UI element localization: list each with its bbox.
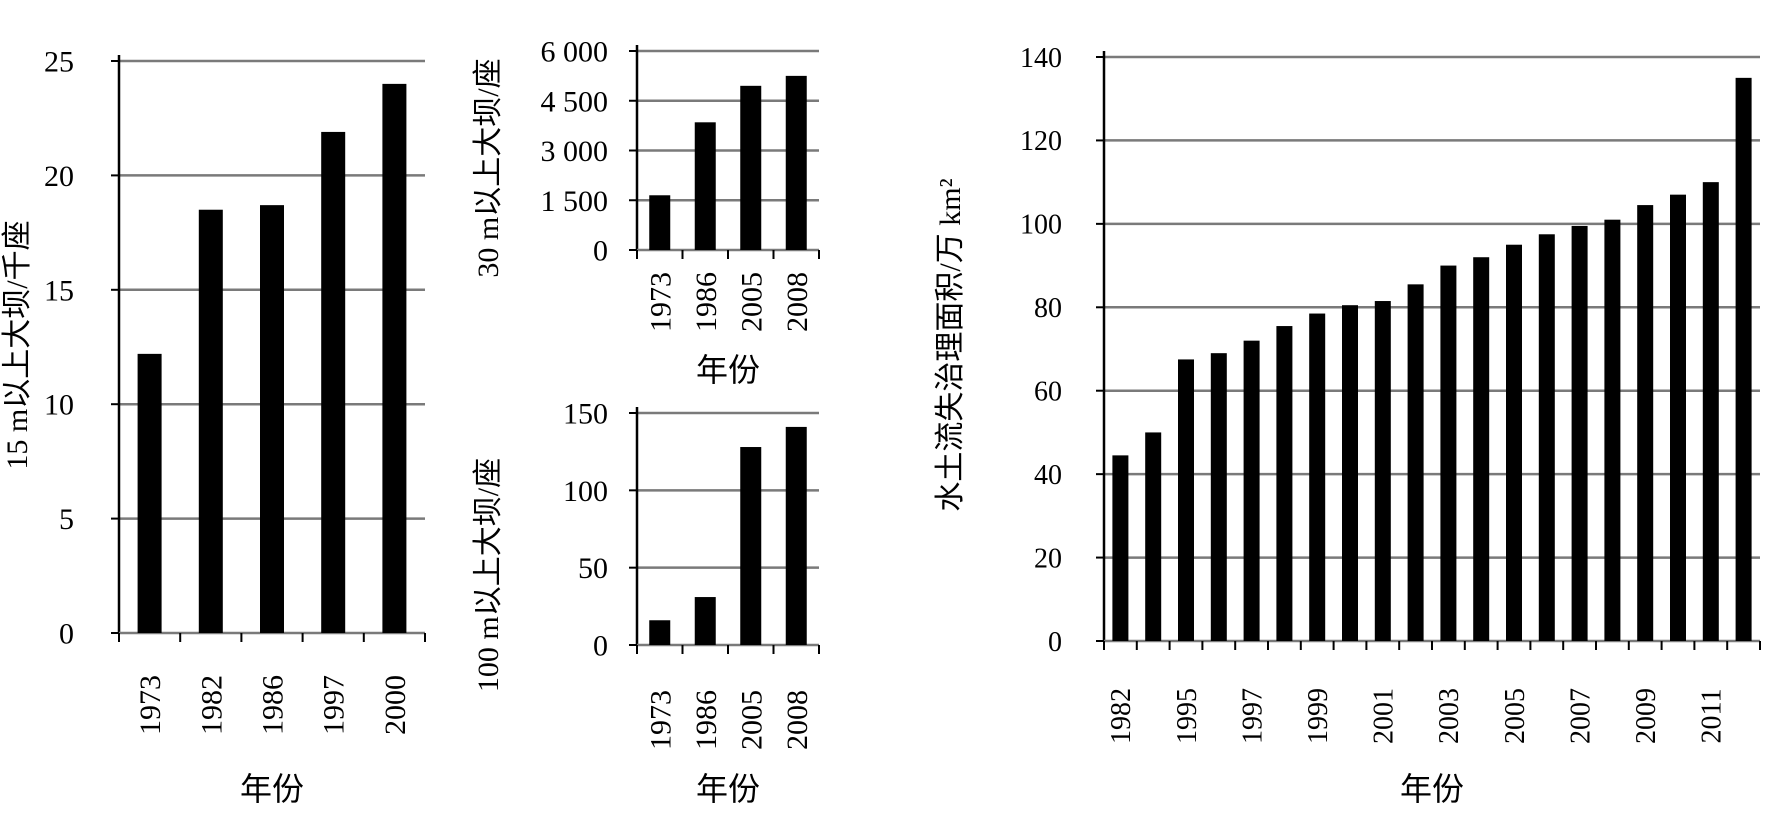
bar xyxy=(1604,219,1621,641)
y-tick-label: 140 xyxy=(1020,43,1062,74)
bar xyxy=(1243,340,1260,641)
bar xyxy=(740,85,762,250)
y-tick-label: 50 xyxy=(578,552,608,585)
bar xyxy=(1276,326,1293,641)
y-axis-label: 100 m以上大坝/座 xyxy=(472,458,505,692)
y-tick-label: 15 xyxy=(44,274,74,307)
y-tick-label: 6 000 xyxy=(541,36,609,69)
y-tick-label: 0 xyxy=(59,618,74,651)
bar xyxy=(649,195,671,250)
y-axis-label: 30 m以上大坝/座 xyxy=(472,58,505,277)
bar xyxy=(1506,244,1522,641)
y-tick-label: 25 xyxy=(44,46,74,79)
x-tick-label: 2011 xyxy=(1697,689,1728,744)
bar xyxy=(1440,265,1457,641)
y-tick-label: 0 xyxy=(593,235,608,268)
x-tick-label: 2003 xyxy=(1434,688,1465,744)
x-tick-label: 1982 xyxy=(1106,688,1137,744)
y-axis-label: 水土流失治理面积/万 km² xyxy=(934,178,967,511)
y-tick-label: 0 xyxy=(593,630,608,663)
x-tick-label: 2007 xyxy=(1565,688,1596,744)
x-axis-label: 年份 xyxy=(696,352,760,388)
y-tick-label: 100 xyxy=(1020,210,1062,241)
y-tick-label: 0 xyxy=(1048,627,1062,658)
chart-30m: 0 1 500 3 000 4 500 6 000 1973 1986 2005 2008 年份 3… xyxy=(472,36,820,388)
bar xyxy=(1637,205,1654,642)
x-tick-label: 2009 xyxy=(1631,688,1662,744)
bar xyxy=(785,75,807,250)
bar xyxy=(694,122,716,250)
bar xyxy=(694,597,716,645)
y-tick-label: 1 500 xyxy=(541,185,609,218)
y-tick-label: 20 xyxy=(44,160,74,193)
bar xyxy=(1735,77,1752,642)
x-tick-label: 1999 xyxy=(1303,688,1334,744)
y-tick-label: 150 xyxy=(563,398,608,431)
x-tick-label: 1997 xyxy=(1237,688,1268,744)
y-tick-label: 4 500 xyxy=(541,85,609,118)
bar xyxy=(137,353,162,633)
y-tick-label: 40 xyxy=(1034,460,1062,491)
y-tick-label: 3 000 xyxy=(541,135,609,168)
y-tick-label: 10 xyxy=(44,389,74,422)
y-tick-label: 100 xyxy=(563,475,608,508)
x-axis-label: 年份 xyxy=(240,771,304,807)
x-tick-label: 2005 xyxy=(735,272,768,332)
x-tick-label: 1997 xyxy=(318,675,351,735)
x-tick-label: 2008 xyxy=(781,272,814,332)
y-tick-label: 60 xyxy=(1034,377,1062,408)
bar xyxy=(1571,225,1588,641)
bar xyxy=(1538,234,1555,642)
bar xyxy=(649,620,671,645)
x-tick-label: 2001 xyxy=(1369,688,1400,744)
bar xyxy=(1210,353,1227,641)
chart-soil: 0 20 40 60 80 100 120 140 1982 1995 1997 1999 2001 20… xyxy=(934,43,1761,807)
bar xyxy=(740,447,762,645)
x-tick-label: 2005 xyxy=(735,690,768,750)
y-tick-label: 5 xyxy=(59,503,74,536)
x-tick-label: 1973 xyxy=(134,675,167,735)
y-tick-label: 80 xyxy=(1034,293,1062,324)
bar xyxy=(1374,301,1391,641)
y-axis-label: 15 m以上大坝/千座 xyxy=(1,220,34,469)
x-tick-label: 1986 xyxy=(690,272,723,332)
x-tick-label: 1982 xyxy=(195,675,228,735)
bar xyxy=(1112,455,1129,641)
bar xyxy=(1342,305,1358,641)
bar xyxy=(1309,313,1326,641)
x-tick-label: 2000 xyxy=(379,675,412,735)
y-tick-label: 20 xyxy=(1034,543,1062,574)
x-tick-label: 1995 xyxy=(1172,688,1203,744)
x-tick-label: 1973 xyxy=(644,272,677,332)
bar xyxy=(321,131,346,634)
bar xyxy=(785,426,807,645)
x-tick-label: 1973 xyxy=(644,690,677,750)
bar xyxy=(260,205,284,634)
x-tick-label: 1986 xyxy=(690,690,723,750)
bar xyxy=(198,209,223,633)
bar xyxy=(1702,182,1719,641)
bar xyxy=(1178,359,1194,641)
bar xyxy=(1145,432,1162,641)
x-tick-label: 1986 xyxy=(257,675,290,735)
x-axis-label: 年份 xyxy=(696,771,760,807)
x-tick-label: 2005 xyxy=(1500,688,1531,744)
x-tick-label: 2008 xyxy=(781,690,814,750)
chart-15m: 0 5 10 15 20 25 1973 1982 1986 1997 2000 年份 15 m以上大坝… xyxy=(1,46,426,807)
bar xyxy=(1407,284,1424,641)
chart-100m: 0 50 100 150 1973 1986 2005 2008 年份 100 m以上大坝/座 xyxy=(472,398,820,807)
bar xyxy=(1670,194,1686,641)
y-tick-label: 120 xyxy=(1020,126,1062,157)
x-axis-label: 年份 xyxy=(1400,771,1464,807)
bar xyxy=(382,83,407,633)
bar xyxy=(1473,257,1490,641)
